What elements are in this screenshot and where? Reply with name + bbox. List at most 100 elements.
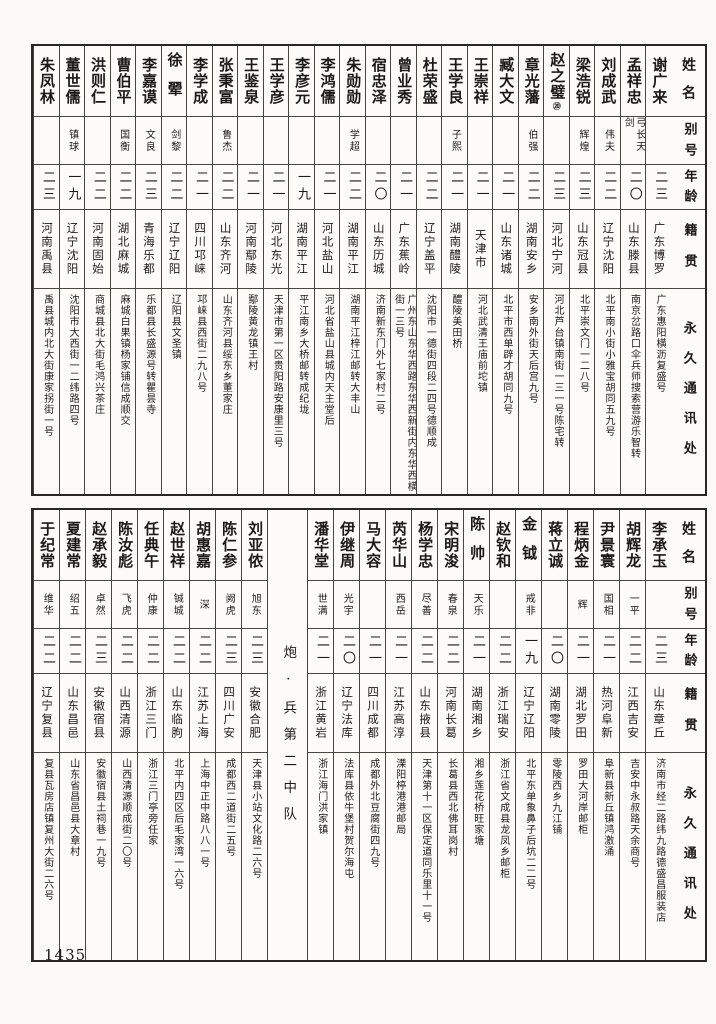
person-name: 胡辉龙 — [620, 510, 645, 581]
roster-header-column: 姓名 别号 年龄 籍贯 永久通讯处 — [671, 510, 705, 960]
person-native-place: 辽宁盖平 — [416, 210, 442, 289]
person-name: 李鸿儒 — [314, 46, 340, 117]
person-native-place: 山东掖县 — [412, 674, 437, 753]
person-native-place: 山东历城 — [365, 210, 391, 289]
person-native-place: 热河阜新 — [594, 674, 619, 753]
person-name: 李嘉谟 — [136, 46, 161, 117]
roster-person-column: 曾业秀 二一 广东蕉岭 广州东山东华西路东华西新街内东华西横街一三号 — [390, 46, 416, 494]
person-courtesy-name — [263, 117, 289, 165]
person-address: 溧阳楟港港邮局 — [393, 758, 405, 835]
person-courtesy-name — [490, 581, 515, 629]
person-courtesy-name — [646, 117, 671, 165]
person-age: 一九 — [59, 165, 85, 210]
person-name: 赵世祥 — [164, 510, 189, 581]
roster-person-column: 杨学忠 尽善 二二 山东掖县 天津第十一区保定道同乐里十一号 — [411, 510, 437, 960]
person-courtesy-name — [238, 117, 263, 165]
person-age: 二三 — [34, 165, 59, 210]
person-address: 长葛县西北佛耳岗村 — [445, 758, 457, 857]
person-name: 芮华山 — [386, 510, 411, 581]
person-address: 邛崃县西街二九八号 — [194, 294, 206, 393]
person-age: 二二 — [164, 629, 189, 674]
roster-person-column: 刘亚侬 旭东 二三 安徽合肥 天津县小站文化路二六号 — [241, 510, 267, 960]
person-courtesy-name: 卓然 — [86, 581, 111, 629]
person-address: 辽阳县文圣镇 — [169, 294, 181, 360]
person-age: 二〇 — [542, 629, 567, 674]
person-address: 广州东山东华西路东华西新街内东华西横街一三号 — [392, 294, 416, 492]
person-address: 鄢陵黄龙镇王村 — [245, 294, 257, 371]
roster-person-column: 赵承毅 卓然 二三 安徽宿县 安徽宿县土祠巷一九号 — [85, 510, 111, 960]
header-age: 年龄 — [671, 165, 705, 210]
person-courtesy-name: 学超 — [340, 117, 365, 165]
person-name: 李学成 — [187, 46, 212, 117]
roster-person-column: 蒋立诚 二〇 湖南零陵 零陵西乡九江铺 — [541, 510, 567, 960]
person-age: 二一 — [442, 165, 467, 210]
person-courtesy-name — [85, 117, 110, 165]
person-address: 北平南小街小雅宝胡同五九号 — [602, 294, 614, 437]
person-native-place: 浙江三门 — [138, 674, 163, 753]
person-name: 杜荣盛 — [416, 46, 442, 117]
roster-person-column: 任典午 仲康 二二 浙江三门 浙江三门亭旁任家 — [137, 510, 163, 960]
person-courtesy-name — [646, 581, 671, 629]
person-address: 法库县依牛堡村贺尔海屯 — [341, 758, 353, 879]
person-address: 浙江省文成县龙凤乡邮柜 — [497, 758, 509, 879]
person-age: 二一 — [308, 629, 333, 674]
person-age: 二〇 — [620, 165, 646, 210]
person-age: 二二 — [161, 165, 187, 210]
person-courtesy-name — [391, 117, 416, 165]
person-name: 夏建常 — [60, 510, 85, 581]
person-courtesy-name: 国衡 — [110, 117, 136, 165]
person-name: 王学彦 — [263, 46, 289, 117]
person-name: 朱勋勋 — [340, 46, 365, 117]
person-address: 安乡南外街天后宫九号 — [526, 294, 538, 404]
person-address: 湖南平江梓江邮转大丰山 — [347, 294, 359, 415]
person-courtesy-name: 鲁杰 — [212, 117, 238, 165]
person-name: 马大容 — [360, 510, 385, 581]
person-address: 济南新东门外七家村二号 — [373, 294, 385, 415]
person-native-place: 河南长葛 — [438, 674, 463, 753]
person-age: 二二 — [138, 629, 163, 674]
person-native-place: 河南鄢陵 — [238, 210, 263, 289]
person-native-place: 广东蕉岭 — [391, 210, 416, 289]
person-courtesy-name — [416, 117, 442, 165]
person-courtesy-name: 铖城 — [164, 581, 189, 629]
person-age: 二一 — [493, 165, 518, 210]
person-address: 醴陵美田桥 — [449, 294, 461, 349]
person-address: 北平崇文门一二八号 — [577, 294, 589, 393]
person-native-place: 辽宁沈阳 — [59, 210, 85, 289]
person-name: 伊继周 — [334, 510, 359, 581]
person-native-place: 青海乐都 — [136, 210, 161, 289]
person-age: 二二 — [60, 629, 85, 674]
header-name: 姓名 — [671, 46, 705, 117]
roster-person-column: 王鉴泉 二一 河南鄢陵 鄢陵黄龙镇王村 — [237, 46, 263, 494]
person-address: 南京岔路口伞兵师搜索营游乐智转 — [628, 294, 640, 459]
person-address: 山东齐河县绥东乡董家庄 — [220, 294, 232, 415]
roster-person-column: 宿忠泽 二〇 山东历城 济南新东门外七家村二号 — [364, 46, 391, 494]
person-courtesy-name: 飞虎 — [112, 581, 137, 629]
roster-person-column: 陈汝彪 飞虎 二二 山西清源 山西清源顺成街二〇号 — [111, 510, 137, 960]
person-age: 二一 — [238, 165, 263, 210]
person-age: 二三 — [569, 165, 595, 210]
roster-person-column: 章光藩 伯强 二二 湖南安乡 安乡南外街天后宫九号 — [517, 46, 544, 494]
person-name: 宋明浚 — [438, 510, 463, 581]
person-name: 程炳金 — [568, 510, 593, 581]
person-native-place: 安徽合肥 — [242, 674, 267, 753]
person-age: 二一 — [314, 165, 340, 210]
person-native-place: 湖南安乡 — [518, 210, 544, 289]
person-age: 二一 — [464, 629, 489, 674]
roster-person-column: 孟祥忠 弓长天剑 二〇 山东滕县 南京岔路口伞兵师搜索营游乐智转 — [619, 46, 646, 494]
roster-person-column: 李嘉谟 文良 二三 青海乐都 乐都县长盛源号转瞿昙寺 — [135, 46, 161, 494]
person-native-place: 辽宁辽阳 — [516, 674, 541, 753]
roster-person-column: 于纪常 维华 二二 辽宁复县 复县瓦房店镇复州大街二六号 — [33, 510, 59, 960]
roster-person-column: 马大容 二一 四川成都 成都外北豆腐街四九号 — [359, 510, 385, 960]
person-native-place: 湖北麻城 — [110, 210, 136, 289]
person-courtesy-name — [467, 117, 493, 165]
person-courtesy-name: 弓长天剑 — [620, 117, 646, 165]
person-courtesy-name — [314, 117, 340, 165]
person-courtesy-name: 辉煌 — [569, 117, 595, 165]
person-address: 乐都县长盛源号转瞿昙寺 — [143, 294, 155, 415]
person-age: 二二 — [212, 165, 238, 210]
person-courtesy-name — [34, 117, 59, 165]
person-age: 二一 — [568, 629, 593, 674]
person-age: 二三 — [86, 629, 111, 674]
person-native-place: 湖南平江 — [289, 210, 314, 289]
